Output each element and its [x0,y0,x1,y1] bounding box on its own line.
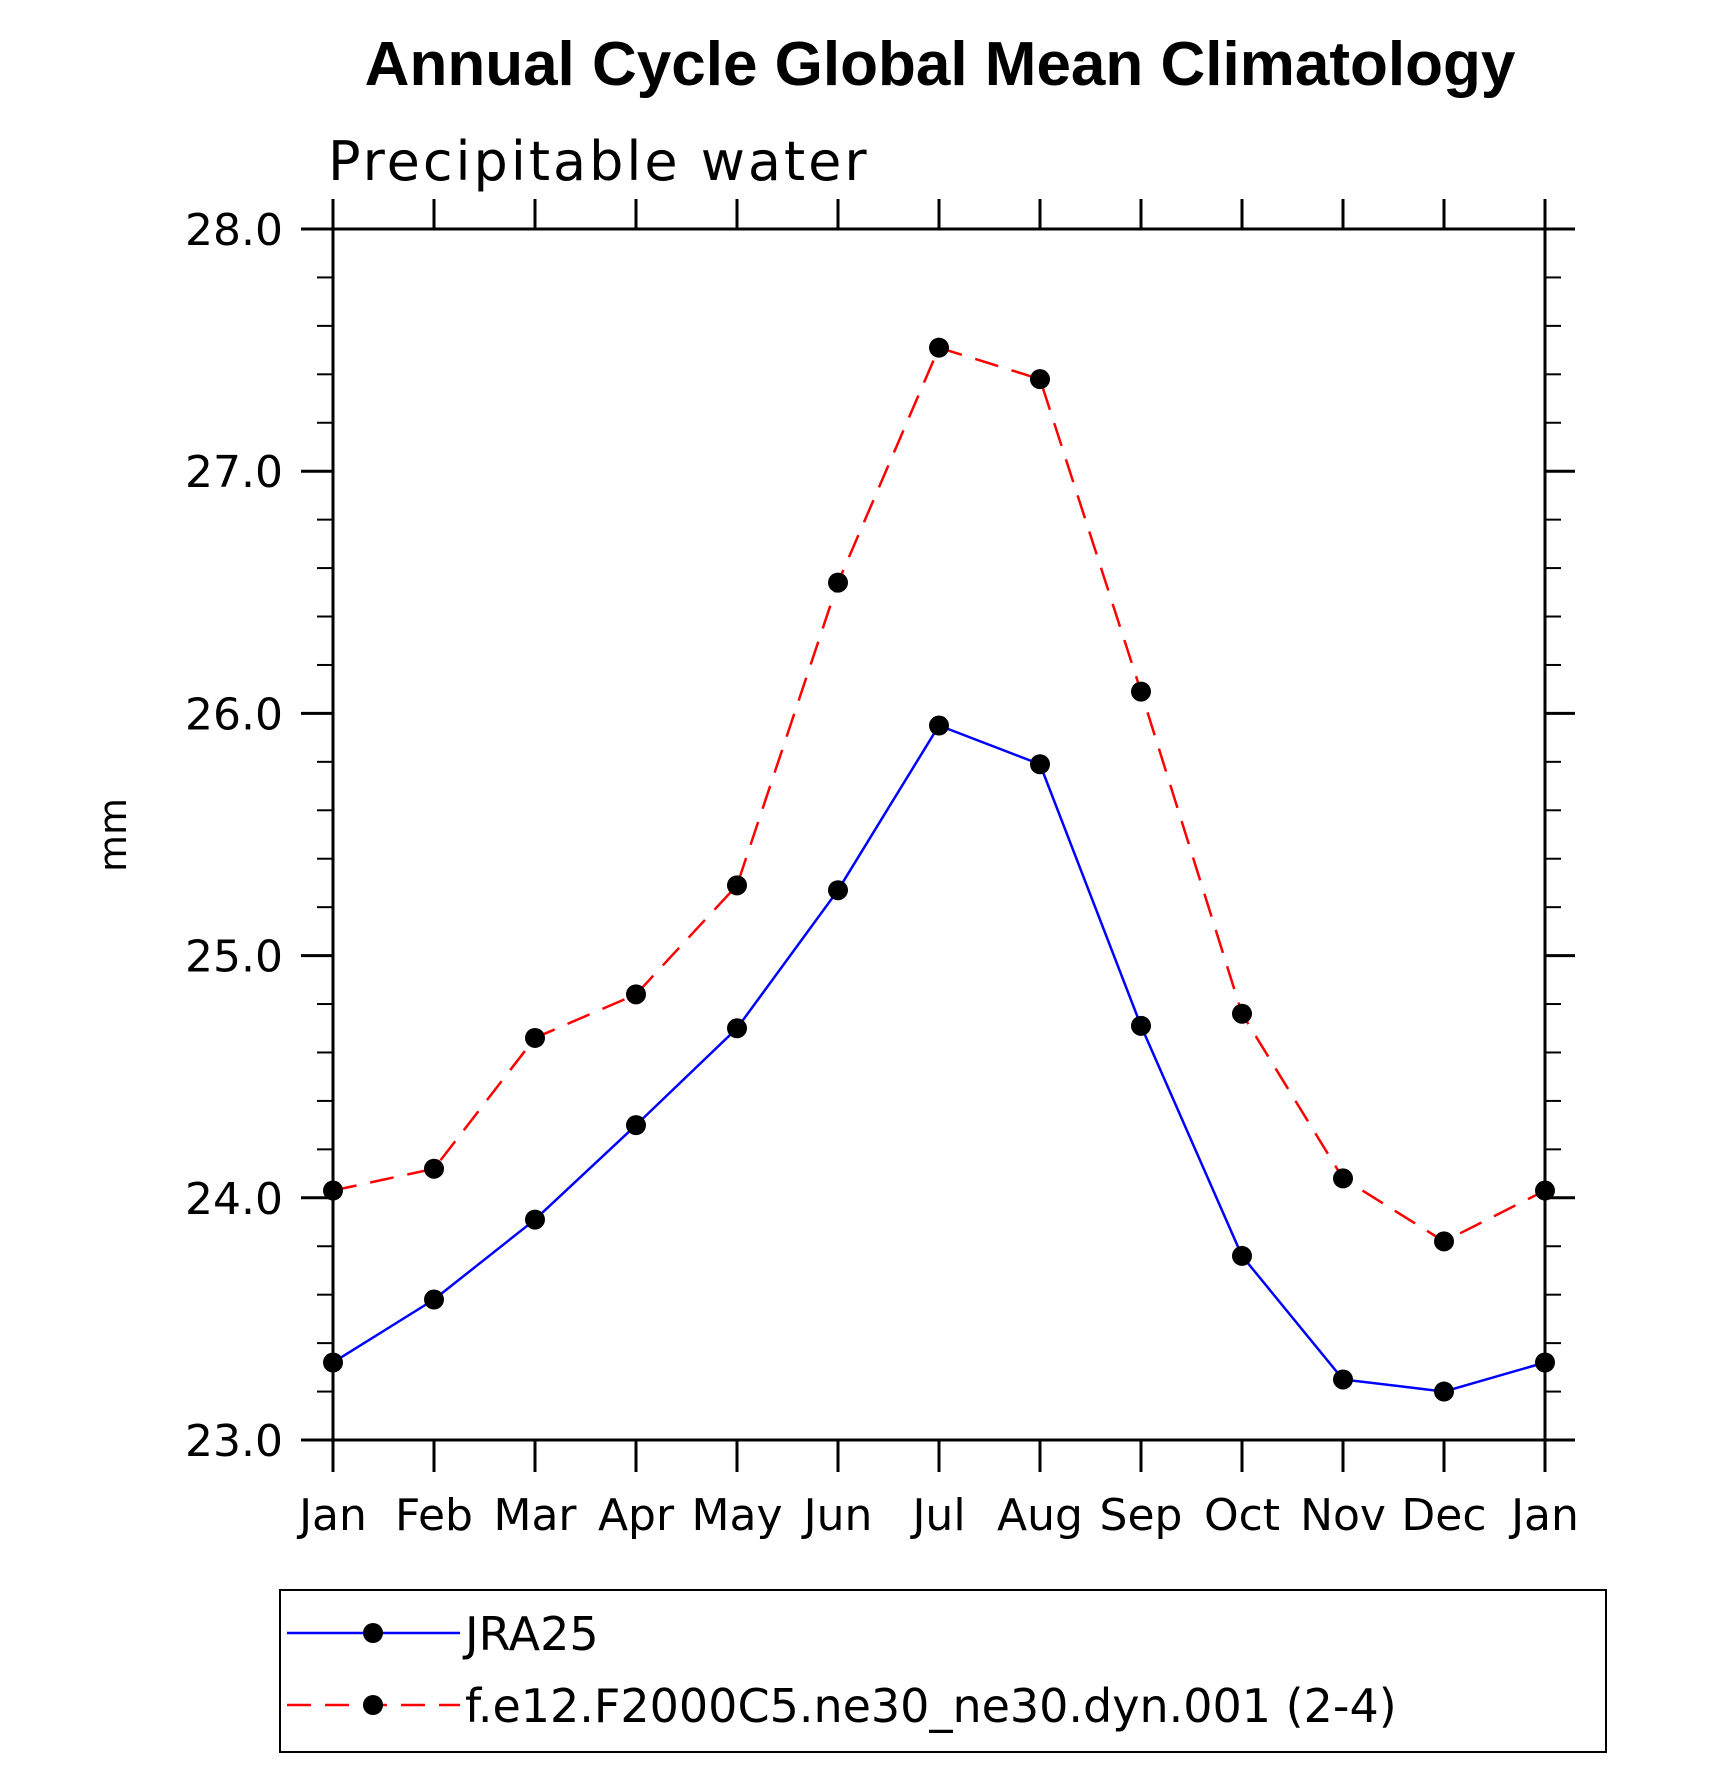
data-point [525,1209,545,1230]
series-layer [323,337,1555,1402]
legend-marker [363,1695,383,1715]
x-tick-label: Jul [909,1490,965,1541]
data-point [1333,1168,1353,1189]
legend-label: f.e12.F2000C5.ne30_ne30.dyn.001 (2-4) [465,1679,1397,1733]
data-point [626,1115,646,1136]
x-tick-label: Jun [801,1490,873,1541]
data-point [929,715,949,736]
data-point [525,1027,545,1048]
y-tick-label: 25.0 [185,932,283,983]
x-tick-label: Dec [1401,1490,1486,1541]
y-tick-label: 28.0 [185,205,283,256]
series-0 [323,715,1555,1402]
data-point [1535,1180,1555,1201]
x-tick-label: May [692,1490,783,1541]
data-point [929,337,949,358]
data-point [1535,1352,1555,1373]
data-point [323,1180,343,1201]
plot-frame [331,227,1547,1442]
legend: JRA25 f.e12.F2000C5.ne30_ne30.dyn.001 (2-… [279,1589,1607,1753]
data-point [1131,681,1151,702]
chart-subtitle: Precipitable water [328,130,870,193]
x-tick-label: Mar [493,1490,577,1541]
data-point [828,572,848,593]
data-point [727,1018,747,1039]
data-point [828,880,848,901]
x-tick-label: Oct [1204,1490,1280,1541]
x-tick-label: Feb [395,1490,473,1541]
chart-title: Annual Cycle Global Mean Climatology [365,30,1516,99]
legend-label: JRA25 [462,1607,599,1661]
x-tick-label: Sep [1100,1490,1183,1541]
series-line [332,346,1546,1243]
plot-axes: 23.0 24.0 25.0 26.0 27.0 28.0 Jan Feb Mar Apr May J… [185,199,1579,1541]
data-point [1131,1015,1151,1036]
x-tick-label: Apr [598,1490,675,1541]
x-tick-label: Jan [296,1490,367,1541]
x-tick-label: Aug [997,1490,1083,1541]
data-point [1030,754,1050,775]
y-tick-label: 27.0 [185,447,283,498]
series-line [332,723,1546,1393]
legend-marker [363,1623,383,1643]
x-tick-label: Jan [1508,1490,1579,1541]
data-point [323,1352,343,1373]
data-point [1333,1369,1353,1390]
data-point [1030,369,1050,390]
series-1 [323,337,1555,1252]
y-axis-label: mm [91,798,135,872]
data-point [424,1289,444,1310]
x-tick-label: Nov [1300,1490,1386,1541]
data-point [424,1158,444,1179]
data-point [1232,1245,1252,1266]
y-tick-label: 26.0 [185,689,283,740]
legend-box [279,1589,1607,1753]
data-point [1434,1381,1454,1402]
y-tick-label: 23.0 [185,1416,283,1467]
data-point [626,984,646,1005]
data-point [727,875,747,896]
y-tick-label: 24.0 [185,1174,283,1225]
data-point [1232,1003,1252,1024]
data-point [1434,1231,1454,1252]
